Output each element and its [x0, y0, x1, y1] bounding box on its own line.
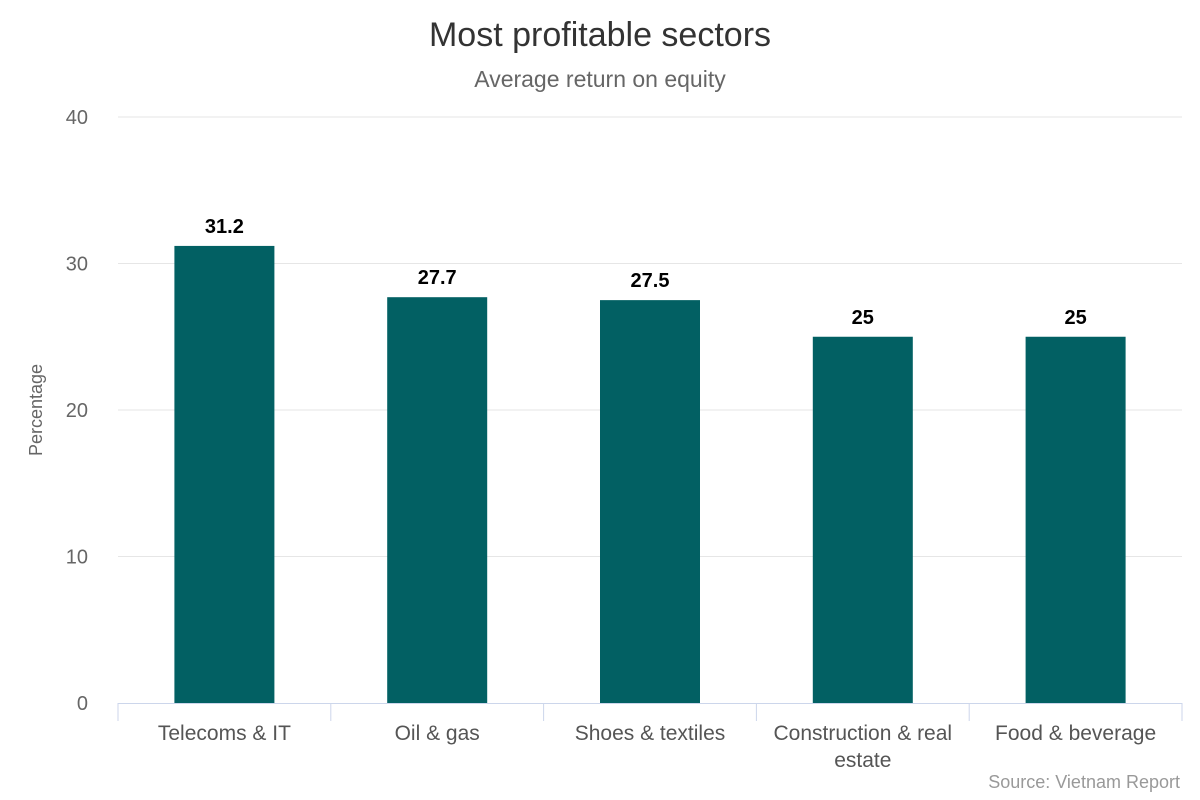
x-tick-label: Food & beverage	[995, 722, 1156, 745]
data-label: 25	[1064, 307, 1086, 329]
x-tick-label: Shoes & textiles	[575, 722, 726, 745]
y-tick-label: 20	[66, 400, 88, 422]
bar	[600, 300, 700, 703]
data-label: 25	[852, 307, 874, 329]
chart-title: Most profitable sectors	[428, 16, 772, 54]
data-label: 31.2	[205, 216, 244, 238]
x-tick-label: Oil & gas	[395, 722, 480, 745]
y-tick-label: 40	[66, 107, 88, 129]
data-label: 27.7	[418, 267, 457, 289]
bar	[812, 336, 913, 703]
bar	[1025, 336, 1126, 703]
y-tick-label: 10	[66, 547, 88, 569]
y-axis-label: Percentage	[26, 364, 46, 456]
source-credit: Source: Vietnam Report	[988, 772, 1180, 792]
bar	[174, 245, 275, 704]
y-tick-label: 0	[77, 693, 88, 715]
chart-subtitle: Average return on equity	[474, 66, 726, 92]
bar	[387, 297, 488, 703]
y-tick-label: 30	[66, 254, 88, 276]
x-tick-label: Construction & real estate	[774, 722, 953, 772]
x-tick-label: Telecoms & IT	[158, 722, 291, 745]
data-label: 27.5	[631, 270, 670, 292]
